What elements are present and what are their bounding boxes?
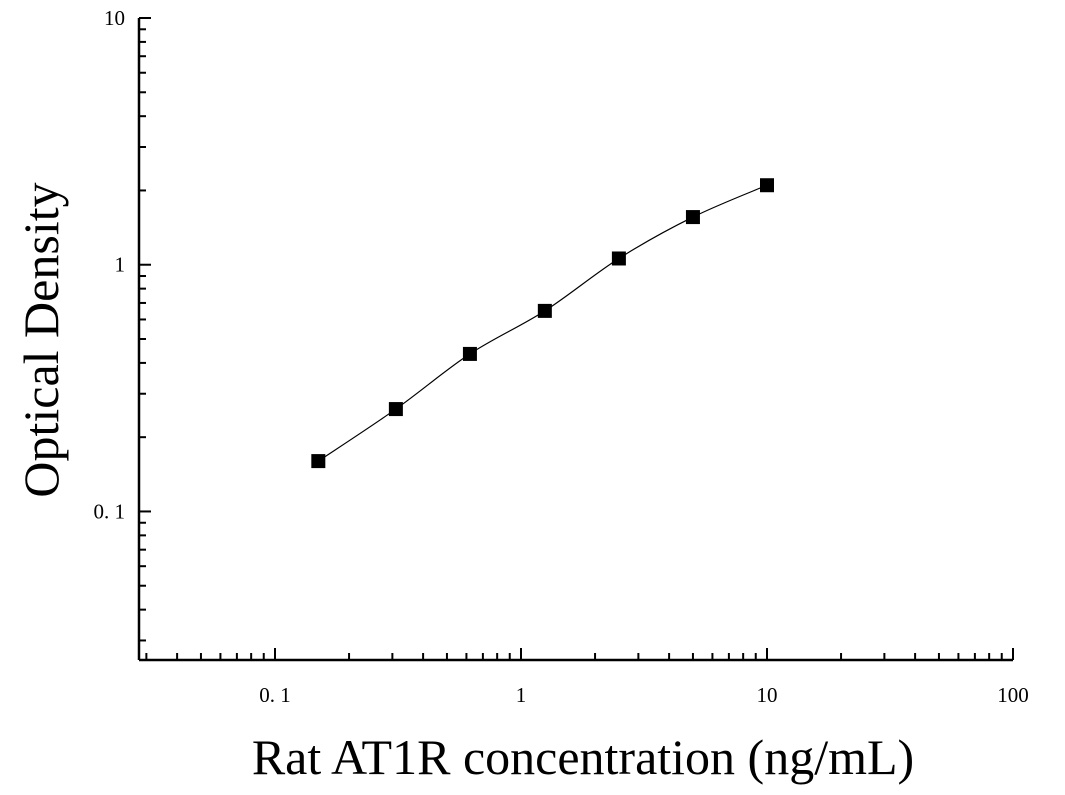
data-point-marker (685, 210, 700, 225)
y-tick-label: 0. 1 (94, 499, 126, 523)
x-tick-label: 1 (516, 683, 527, 707)
data-point-marker (611, 251, 626, 266)
x-axis-title: Rat AT1R concentration (ng/mL) (252, 729, 914, 785)
axes (137, 18, 1013, 662)
x-tick-label: 0. 1 (259, 683, 291, 707)
y-axis-title: Optical Density (13, 182, 69, 497)
data-point-marker (759, 178, 774, 193)
y-axis-tick-labels: 0. 1 1 10 (94, 6, 126, 523)
y-tick-label: 10 (104, 6, 125, 30)
y-axis-ticks (139, 17, 151, 642)
data-point-marker (537, 303, 552, 318)
x-axis-tick-labels: 0. 1 1 10 100 (259, 683, 1029, 707)
data-point-marker (311, 454, 326, 469)
fit-curve (317, 184, 768, 462)
data-points (311, 178, 774, 469)
x-tick-label: 100 (997, 683, 1029, 707)
x-axis-ticks (145, 648, 1014, 660)
data-point-marker (462, 346, 477, 361)
y-tick-label: 1 (115, 253, 126, 277)
x-tick-label: 10 (756, 683, 777, 707)
data-point-marker (388, 402, 403, 417)
